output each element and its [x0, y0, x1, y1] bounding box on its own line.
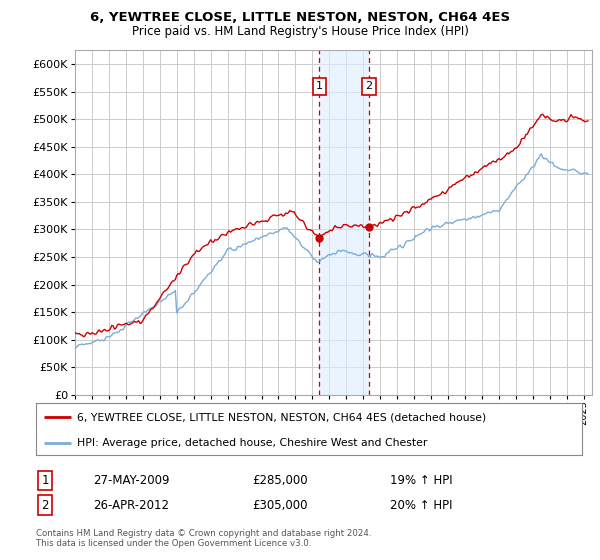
Text: 1: 1: [316, 81, 323, 91]
Text: HPI: Average price, detached house, Cheshire West and Chester: HPI: Average price, detached house, Ches…: [77, 438, 427, 449]
Text: £305,000: £305,000: [252, 498, 308, 512]
Text: 26-APR-2012: 26-APR-2012: [93, 498, 169, 512]
Bar: [319, 50, 369, 395]
Text: 6, YEWTREE CLOSE, LITTLE NESTON, NESTON, CH64 4ES (detached house): 6, YEWTREE CLOSE, LITTLE NESTON, NESTON,…: [77, 412, 486, 422]
Text: 1: 1: [41, 474, 49, 487]
Text: £285,000: £285,000: [252, 474, 308, 487]
Text: 2: 2: [365, 81, 373, 91]
Text: Contains HM Land Registry data © Crown copyright and database right 2024.
This d: Contains HM Land Registry data © Crown c…: [36, 529, 371, 548]
Text: 19% ↑ HPI: 19% ↑ HPI: [390, 474, 452, 487]
Text: 20% ↑ HPI: 20% ↑ HPI: [390, 498, 452, 512]
Text: Price paid vs. HM Land Registry's House Price Index (HPI): Price paid vs. HM Land Registry's House …: [131, 25, 469, 38]
Text: 2: 2: [41, 498, 49, 512]
Text: 6, YEWTREE CLOSE, LITTLE NESTON, NESTON, CH64 4ES: 6, YEWTREE CLOSE, LITTLE NESTON, NESTON,…: [90, 11, 510, 24]
Text: 27-MAY-2009: 27-MAY-2009: [93, 474, 170, 487]
